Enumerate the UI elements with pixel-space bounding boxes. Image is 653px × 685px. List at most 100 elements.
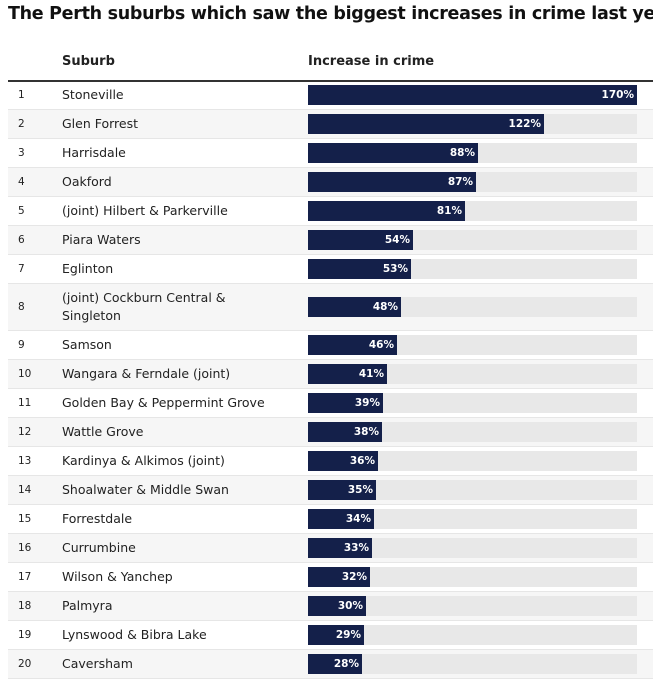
- suburb-label: Forrestdale: [62, 511, 133, 526]
- bar-track: 53%: [308, 259, 637, 279]
- rank-label: 12: [18, 426, 32, 438]
- bar-track: 32%: [308, 567, 637, 587]
- bar-track: 38%: [308, 422, 637, 442]
- rank-label: 16: [18, 542, 32, 554]
- table-row: 20 Caversham 28%: [8, 650, 653, 679]
- suburb-label: Palmyra: [62, 598, 113, 613]
- bar: 87%: [308, 172, 476, 192]
- table-row: 11 Golden Bay & Peppermint Grove 39%: [8, 389, 653, 418]
- table-row: 5 (joint) Hilbert & Parkerville 81%: [8, 197, 653, 226]
- rank-label: 9: [18, 339, 25, 351]
- bar-value-label: 53%: [382, 263, 408, 275]
- suburb-label: Stoneville: [62, 87, 124, 102]
- rank-label: 19: [18, 629, 32, 641]
- table-row: 17 Wilson & Yanchep 32%: [8, 563, 653, 592]
- column-header-suburb: Suburb: [62, 54, 115, 69]
- column-header-increase: Increase in crime: [308, 54, 435, 69]
- bar: 46%: [308, 335, 397, 355]
- table-header: Suburb Increase in crime: [8, 50, 653, 82]
- bar-track: 88%: [308, 143, 637, 163]
- bar-value-label: 33%: [343, 542, 369, 554]
- table-row: 2 Glen Forrest 122%: [8, 110, 653, 139]
- table-row: 16 Currumbine 33%: [8, 534, 653, 563]
- bar-track: 36%: [308, 451, 637, 471]
- bar-track: 81%: [308, 201, 637, 221]
- bar-track: 41%: [308, 364, 637, 384]
- table-row: 12 Wattle Grove 38%: [8, 418, 653, 447]
- suburb-label: Oakford: [62, 174, 112, 189]
- bar: 28%: [308, 654, 362, 674]
- bar-value-label: 170%: [601, 89, 634, 101]
- suburb-label: Piara Waters: [62, 232, 141, 247]
- bar-value-label: 88%: [449, 147, 475, 159]
- rank-label: 8: [18, 301, 25, 313]
- chart-title: The Perth suburbs which saw the biggest …: [8, 4, 653, 24]
- bar-value-label: 36%: [349, 455, 375, 467]
- table-row: 9 Samson 46%: [8, 331, 653, 360]
- suburb-label: Glen Forrest: [62, 116, 139, 131]
- suburb-label: (joint) Hilbert & Parkerville: [62, 203, 228, 218]
- bar: 81%: [308, 201, 465, 221]
- table-row: 8 (joint) Cockburn Central & Singleton 48%: [8, 284, 653, 331]
- suburb-label: Wilson & Yanchep: [62, 569, 173, 584]
- table-row: 10 Wangara & Ferndale (joint) 41%: [8, 360, 653, 389]
- rank-label: 1: [18, 89, 25, 101]
- bar: 122%: [308, 114, 544, 134]
- bar-track: 29%: [308, 625, 637, 645]
- bar-value-label: 30%: [337, 600, 363, 612]
- bar: 36%: [308, 451, 378, 471]
- bar: 30%: [308, 596, 366, 616]
- table-row: 15 Forrestdale 34%: [8, 505, 653, 534]
- table-row: 14 Shoalwater & Middle Swan 35%: [8, 476, 653, 505]
- bar: 29%: [308, 625, 364, 645]
- bar-value-label: 46%: [368, 339, 394, 351]
- rank-label: 13: [18, 455, 32, 467]
- bar-value-label: 122%: [508, 118, 541, 130]
- table-row: 19 Lynswood & Bibra Lake 29%: [8, 621, 653, 650]
- table-row: 1 Stoneville 170%: [8, 81, 653, 110]
- table-row: 4 Oakford 87%: [8, 168, 653, 197]
- bar: 48%: [308, 297, 401, 317]
- bar-value-label: 35%: [347, 484, 373, 496]
- bar: 53%: [308, 259, 411, 279]
- rank-label: 7: [18, 263, 25, 275]
- bar: 170%: [308, 85, 637, 105]
- bar-track: 46%: [308, 335, 637, 355]
- bar-track: 122%: [308, 114, 637, 134]
- bar-track: 33%: [308, 538, 637, 558]
- bar: 34%: [308, 509, 374, 529]
- suburb-label: Harrisdale: [62, 145, 126, 160]
- bar-value-label: 48%: [372, 301, 398, 313]
- suburb-label: Caversham: [62, 656, 133, 671]
- bar: 35%: [308, 480, 376, 500]
- suburb-label: Eglinton: [62, 261, 114, 276]
- suburb-label: Kardinya & Alkimos (joint): [62, 453, 225, 468]
- bar-value-label: 32%: [341, 571, 367, 583]
- table-body: 1 Stoneville 170% 2 Glen Forrest 122% 3 Harrisd…: [8, 81, 653, 679]
- bar-value-label: 29%: [335, 629, 361, 641]
- bar-value-label: 87%: [447, 176, 473, 188]
- bar: 54%: [308, 230, 413, 250]
- suburb-label: Currumbine: [62, 540, 136, 555]
- bar-track: 54%: [308, 230, 637, 250]
- rank-label: 10: [18, 368, 32, 380]
- rank-label: 3: [18, 147, 25, 159]
- bar-value-label: 41%: [358, 368, 384, 380]
- suburb-label: Shoalwater & Middle Swan: [62, 482, 229, 497]
- bar-track: 170%: [308, 85, 637, 105]
- bar-track: 48%: [308, 297, 637, 317]
- bar-value-label: 39%: [354, 397, 380, 409]
- bar-value-label: 28%: [333, 658, 359, 670]
- bar-track: 28%: [308, 654, 637, 674]
- suburb-label: Golden Bay & Peppermint Grove: [62, 395, 265, 410]
- rank-label: 11: [18, 397, 32, 409]
- bar-track: 30%: [308, 596, 637, 616]
- rank-label: 15: [18, 513, 32, 525]
- suburb-label: (joint) Cockburn Central & Singleton: [62, 290, 226, 323]
- rank-label: 2: [18, 118, 25, 130]
- rank-label: 4: [18, 176, 25, 188]
- table-row: 6 Piara Waters 54%: [8, 226, 653, 255]
- suburb-label: Wangara & Ferndale (joint): [62, 366, 231, 381]
- bar-value-label: 34%: [345, 513, 371, 525]
- bar-track: 39%: [308, 393, 637, 413]
